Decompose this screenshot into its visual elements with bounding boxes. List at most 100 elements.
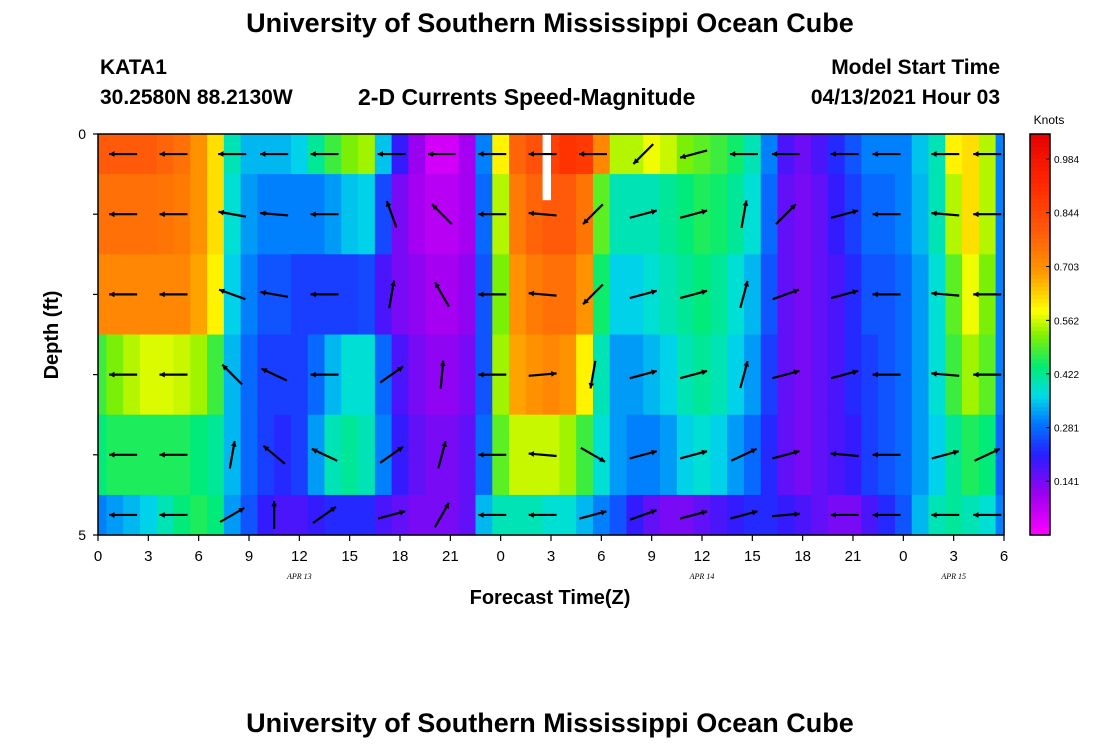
current-vector [109,371,138,378]
heatmap-cell [458,174,477,255]
heatmap-cell [811,134,829,175]
colorbar-tick-label: 0.844 [1054,209,1079,220]
heatmap-cell [98,134,107,175]
colorbar-segment [1030,242,1050,247]
colorbar-segment [1030,286,1050,291]
heatmap-cell [391,494,409,536]
heatmap-cell [425,414,443,496]
colorbar-gradient [1030,134,1050,536]
colorbar-segment [1030,334,1050,340]
heatmap-cell [911,414,930,496]
current-vector [772,369,800,380]
current-vector [218,209,247,218]
heatmap-cell [827,174,846,255]
heatmap-cell [626,134,644,175]
heatmap-cell [894,414,913,496]
colorbar-segment [1030,382,1050,388]
current-vector [872,291,901,298]
current-vector [109,211,138,218]
y-tick-label: 0 [78,126,86,142]
current-vector [310,291,339,298]
heatmap-cell [374,254,393,336]
current-vector [109,291,138,298]
heatmap-cell [962,334,980,416]
current-vector [739,360,749,389]
heatmap-cell [408,414,426,496]
heatmap-cell [676,414,695,496]
heatmap-cell [794,334,812,416]
current-vector [159,151,188,157]
colorbar-segment [1030,434,1050,440]
colorbar-segment [1030,338,1050,344]
heatmap-cell [945,414,963,496]
current-vector [228,440,237,469]
colorbar-segment [1030,354,1050,360]
heatmap-cell [509,174,527,255]
colorbar-segment [1030,306,1050,312]
heatmap-cell [609,254,628,336]
colorbar-segment [1030,182,1050,187]
current-vector [679,509,708,520]
heatmap-cell [240,134,258,175]
heatmap-cell [139,414,158,496]
colorbar-segment [1030,158,1050,163]
heatmap-cell [760,254,779,336]
colorbar-segment [1030,150,1050,155]
x-axis: 0 3 6 9 12 15 18 21 0 3 6 9 12 15 18 21 0 3 6 APR 13 APR 14 A… [94,535,1008,581]
station-coordinates: 30.2580N 88.2130W [100,86,293,109]
current-vector [679,449,708,460]
x-tick-label: 18 [794,548,811,565]
heatmap-cell [240,254,258,336]
current-vector [310,371,339,378]
colorbar-segment [1030,138,1050,143]
heatmap-cell [609,414,628,496]
colorbar-segment [1030,346,1050,352]
heatmap-cell [240,174,258,255]
heatmap-cell [458,254,477,336]
heatmap-cell [844,254,862,336]
current-vector [260,290,289,298]
colorbar-tick-label: 0.141 [1054,477,1079,488]
heatmap-cell [693,174,711,255]
colorbar-segment [1030,386,1050,392]
heatmap-cell [794,254,812,336]
current-vector [377,151,406,157]
heatmap-cell [509,254,527,336]
colorbar-tick-label: 0.562 [1054,316,1079,327]
heatmap-cell [274,494,292,536]
current-vector [629,449,658,460]
heatmap-cell [458,134,477,175]
heatmap-cell [962,254,980,336]
colorbar-segment [1030,506,1050,512]
heatmap-cell [643,334,661,416]
colorbar-segment [1030,294,1050,300]
colorbar-ticks: 0.141 0.281 0.422 0.562 0.703 0.844 0.984 [1046,155,1079,488]
heatmap-cell [928,414,946,496]
colorbar-segment [1030,194,1050,199]
heatmap-cell [911,134,930,175]
colorbar-segment [1030,146,1050,151]
colorbar-segment [1030,174,1050,179]
colorbar-segment [1030,166,1050,171]
heatmap-cell [324,414,342,496]
heatmap-cell [710,134,728,175]
current-vector [478,211,507,218]
current-vector [385,200,398,228]
heatmap-cell [408,334,426,416]
current-vector [221,363,243,386]
heatmap-cell [827,334,846,416]
heatmap-cell [576,494,594,536]
current-vector [159,371,188,378]
heatmap-cell [626,174,644,255]
x-tick-label: 3 [144,548,152,565]
heatmap-cell [207,254,225,336]
heatmap-cell [861,254,879,336]
heatmap-cell [425,494,443,536]
current-vector [439,360,446,389]
heatmap-cell [190,414,208,496]
heatmap-cell [643,254,661,336]
colorbar-segment [1030,406,1050,412]
current-vector [872,512,901,518]
colorbar-segment [1030,134,1050,139]
heatmap-cell [274,414,292,496]
